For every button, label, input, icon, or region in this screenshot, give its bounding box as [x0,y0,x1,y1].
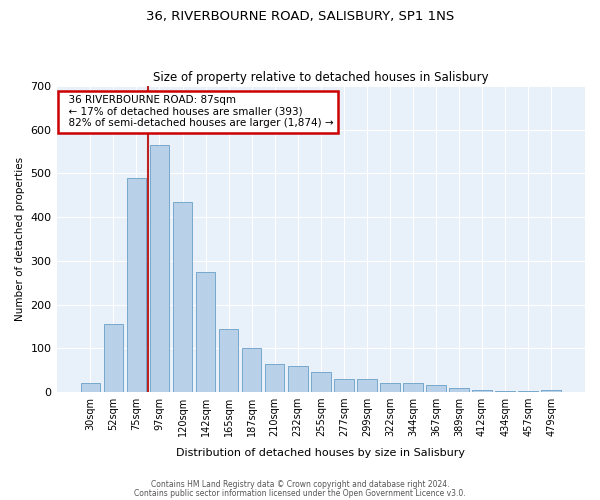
Bar [472,390,492,392]
Bar [149,145,169,392]
Bar [357,379,377,392]
Bar [496,391,515,392]
Bar [265,364,284,392]
Text: Contains HM Land Registry data © Crown copyright and database right 2024.: Contains HM Land Registry data © Crown c… [151,480,449,489]
Bar [380,384,400,392]
Bar [173,202,193,392]
Text: Contains public sector information licensed under the Open Government Licence v3: Contains public sector information licen… [134,488,466,498]
Bar [80,384,100,392]
Bar [426,386,446,392]
Text: 36 RIVERBOURNE ROAD: 87sqm
  ← 17% of detached houses are smaller (393)
  82% of: 36 RIVERBOURNE ROAD: 87sqm ← 17% of deta… [62,95,334,128]
Bar [196,272,215,392]
Bar [127,178,146,392]
Bar [104,324,123,392]
X-axis label: Distribution of detached houses by size in Salisbury: Distribution of detached houses by size … [176,448,465,458]
Bar [541,390,561,392]
Bar [242,348,262,392]
Bar [334,379,353,392]
Bar [288,366,308,392]
Y-axis label: Number of detached properties: Number of detached properties [15,157,25,321]
Text: 36, RIVERBOURNE ROAD, SALISBURY, SP1 1NS: 36, RIVERBOURNE ROAD, SALISBURY, SP1 1NS [146,10,454,23]
Title: Size of property relative to detached houses in Salisbury: Size of property relative to detached ho… [153,70,488,84]
Bar [518,391,538,392]
Bar [311,372,331,392]
Bar [449,388,469,392]
Bar [219,328,238,392]
Bar [403,384,423,392]
